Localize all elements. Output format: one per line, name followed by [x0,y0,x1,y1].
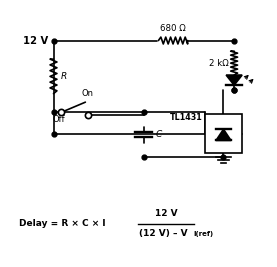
Text: 2 kΩ: 2 kΩ [209,59,229,68]
Text: 680 Ω: 680 Ω [160,24,186,33]
FancyBboxPatch shape [205,113,242,154]
Text: 12 V: 12 V [155,209,178,218]
Text: C: C [156,130,162,139]
Text: TL1431: TL1431 [170,113,203,122]
Text: Off: Off [52,115,65,124]
Text: l(ref): l(ref) [193,231,214,237]
Polygon shape [216,129,231,140]
Text: (12 V) – V: (12 V) – V [139,229,188,238]
Polygon shape [226,75,242,85]
Text: Delay = R × C × l: Delay = R × C × l [19,219,106,228]
Text: R: R [61,72,67,81]
Text: 12 V: 12 V [24,36,49,46]
Text: On: On [81,89,94,99]
